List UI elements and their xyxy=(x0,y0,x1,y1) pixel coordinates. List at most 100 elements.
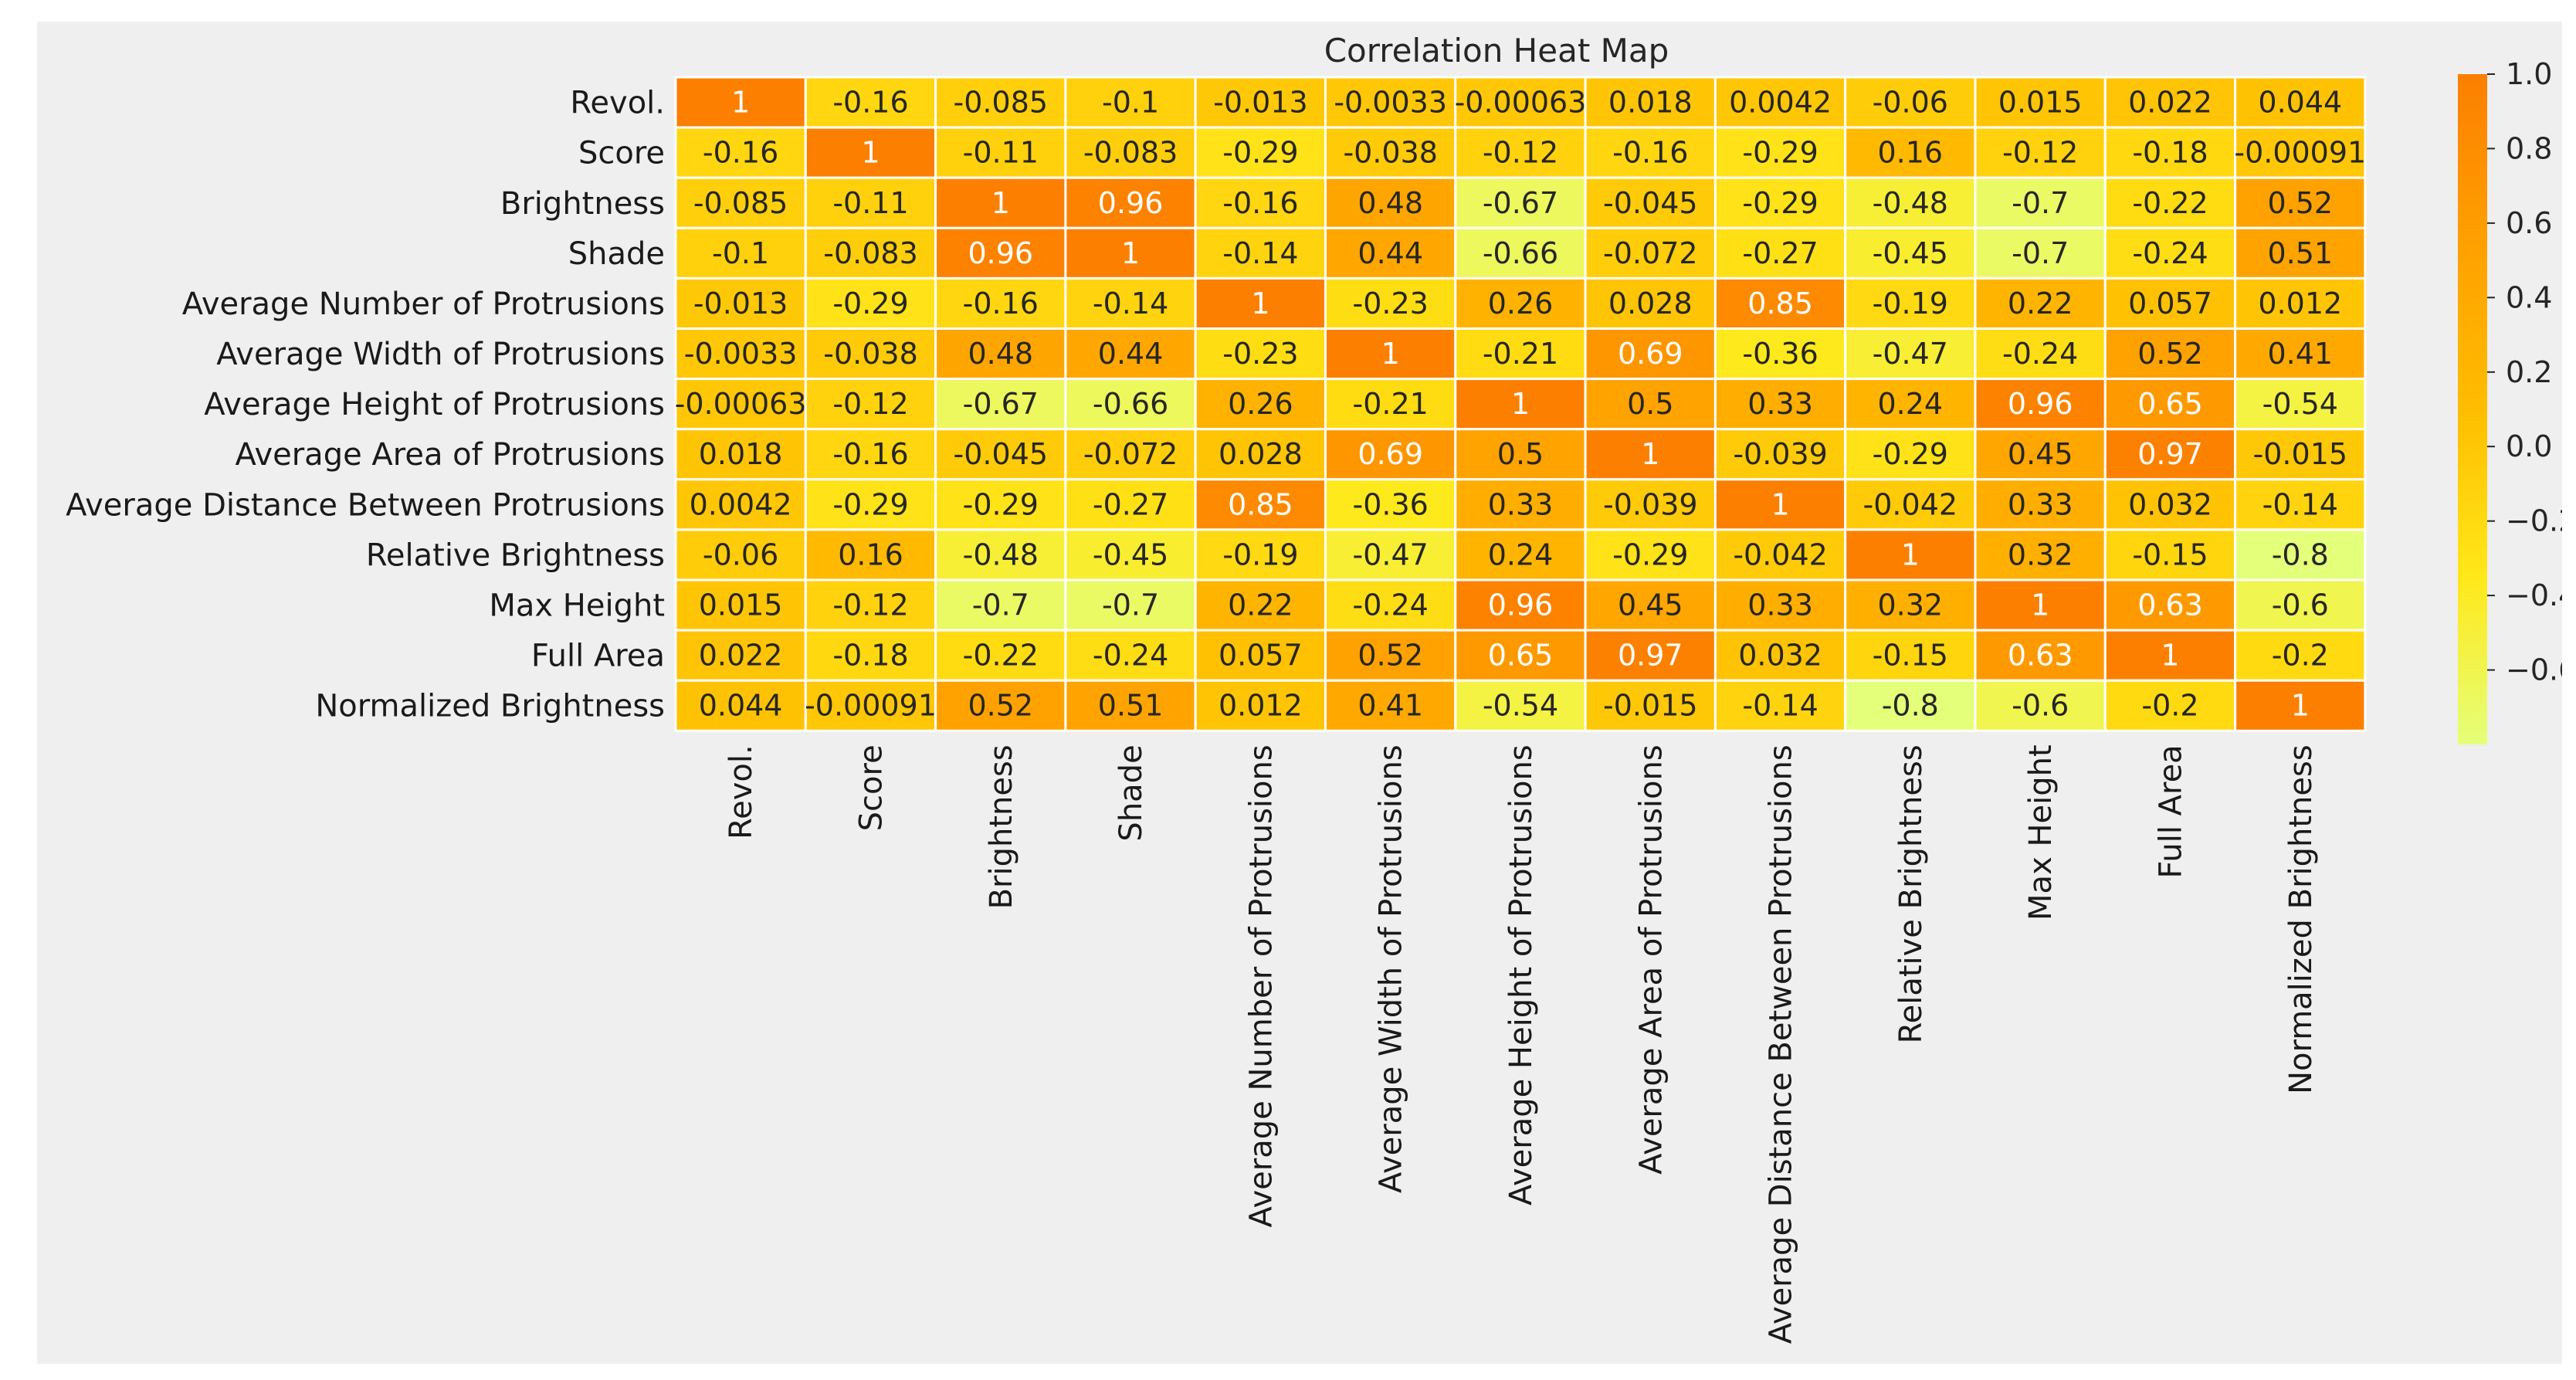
heatmap-cell xyxy=(1064,428,1197,481)
colorbar-tick-label: −0.2 xyxy=(2506,504,2562,538)
column-label: Score xyxy=(854,744,890,831)
row-label: Score xyxy=(578,136,665,171)
cell-value-label: -0.18 xyxy=(832,639,908,673)
row-label: Average Width of Protrusions xyxy=(216,337,665,372)
cell-value-label: -0.072 xyxy=(1083,437,1178,471)
heatmap-cell xyxy=(1584,478,1717,531)
cell-value-label: -0.6 xyxy=(2012,689,2069,723)
cell-value-label: 0.032 xyxy=(2128,487,2212,521)
cell-value-label: -0.1 xyxy=(712,236,769,270)
colorbar-tick-label: −0.6 xyxy=(2506,653,2562,687)
heatmap-cell xyxy=(674,76,807,129)
cell-value-label: 0.5 xyxy=(1497,437,1544,471)
heatmap-cell xyxy=(1844,327,1977,381)
heatmap-cell xyxy=(2103,428,2237,481)
cell-value-label: 0.057 xyxy=(1219,639,1303,673)
cell-value-label: -0.015 xyxy=(1603,689,1698,723)
cell-value-label: -0.14 xyxy=(1222,236,1298,270)
heatmap-cell xyxy=(1844,126,1977,179)
row-label: Average Area of Protrusions xyxy=(235,437,665,473)
cell-value-label: -0.14 xyxy=(1093,287,1168,320)
heatmap-cell xyxy=(674,578,807,632)
heatmap-cell xyxy=(804,76,937,129)
cell-value-label: 1 xyxy=(1381,337,1400,371)
heatmap-cell xyxy=(2103,578,2237,632)
cell-value-label: -0.045 xyxy=(1603,186,1698,220)
cell-value-label: 0.022 xyxy=(2128,86,2212,120)
cell-value-label: 0.044 xyxy=(2258,86,2342,120)
heatmap-cell xyxy=(1844,176,1977,229)
heatmap-cell xyxy=(1064,478,1197,531)
cell-value-label: -0.12 xyxy=(1483,136,1558,170)
cell-value-label: -0.36 xyxy=(1742,337,1818,371)
cell-value-label: -0.16 xyxy=(832,86,908,120)
cell-value-label: 0.028 xyxy=(1219,437,1303,471)
heatmap-cell xyxy=(1974,176,2107,229)
cell-value-label: -0.66 xyxy=(1483,236,1558,270)
cell-value-label: 0.52 xyxy=(968,689,1033,723)
row-label: Brightness xyxy=(500,186,665,222)
cell-value-label: -0.16 xyxy=(832,437,908,471)
heatmap-cell xyxy=(1584,428,1717,481)
cell-value-label: -0.16 xyxy=(963,287,1039,320)
cell-value-label: -0.8 xyxy=(1882,689,1939,723)
cell-value-label: -0.2 xyxy=(2272,639,2329,673)
heatmap-cell xyxy=(674,679,807,732)
cell-value-label: -0.27 xyxy=(1093,487,1168,521)
heatmap-cell xyxy=(1584,679,1717,732)
cell-value-label: 0.022 xyxy=(699,639,783,673)
heatmap-cell xyxy=(674,378,807,431)
cell-value-label: 0.96 xyxy=(968,236,1033,270)
heatmap-cell xyxy=(934,378,1067,431)
cell-value-label: 0.26 xyxy=(1488,287,1554,320)
cell-value-label: 0.24 xyxy=(1877,387,1943,421)
heatmap-cell xyxy=(804,629,937,682)
heatmap-cell xyxy=(1713,226,1847,280)
heatmap-cell xyxy=(2234,226,2367,280)
cell-value-label: -0.54 xyxy=(1483,689,1558,723)
row-label: Normalized Brightness xyxy=(315,689,665,724)
cell-value-label: -0.48 xyxy=(963,537,1039,571)
cell-value-label: 0.22 xyxy=(1228,588,1293,622)
heatmap-cell xyxy=(1713,378,1847,431)
cell-value-label: -0.1 xyxy=(1102,86,1159,120)
cell-value-label: -0.36 xyxy=(1353,487,1429,521)
row-label: Average Distance Between Protrusions xyxy=(66,487,665,523)
cell-value-label: -0.085 xyxy=(693,186,788,220)
cell-value-label: -0.47 xyxy=(1873,337,1948,371)
heatmap-cell xyxy=(2234,176,2367,229)
cell-value-label: 1 xyxy=(731,86,750,120)
cell-value-label: 0.032 xyxy=(1738,639,1822,673)
heatmap-cell xyxy=(2103,629,2237,682)
cell-value-label: 0.41 xyxy=(2267,337,2333,371)
row-label: Average Number of Protrusions xyxy=(182,287,665,322)
heatmap-cell xyxy=(1064,276,1197,330)
cell-value-label: 0.32 xyxy=(1877,588,1943,622)
cell-value-label: -0.29 xyxy=(1742,186,1818,220)
cell-value-label: 1 xyxy=(1251,287,1269,320)
cell-value-label: 0.52 xyxy=(2267,186,2333,220)
heatmap-cell xyxy=(2234,578,2367,632)
cell-value-label: -0.083 xyxy=(1083,136,1178,170)
heatmap-cell xyxy=(934,176,1067,229)
column-label: Revol. xyxy=(724,744,759,839)
heatmap-cell xyxy=(1324,226,1457,280)
colorbar-tick-label: −0.4 xyxy=(2506,578,2562,612)
heatmap-cell xyxy=(1064,528,1197,581)
heatmap-cell xyxy=(1844,76,1977,129)
cell-value-label: 0.26 xyxy=(1228,387,1293,421)
cell-value-label: 0.63 xyxy=(2137,588,2203,622)
figure-background: Correlation Heat Map 1 -0.16 -0.085 -0.1 -0.… xyxy=(37,22,2562,1364)
cell-value-label: 0.52 xyxy=(2137,337,2203,371)
row-label: Relative Brightness xyxy=(366,537,665,573)
cell-value-label: 0.97 xyxy=(2137,437,2203,471)
heatmap-cell xyxy=(934,226,1067,280)
cell-value-label: -0.24 xyxy=(1093,639,1168,673)
cell-value-label: 0.44 xyxy=(1357,236,1423,270)
row-label: Revol. xyxy=(570,86,665,121)
cell-value-label: -0.27 xyxy=(1742,236,1818,270)
cell-value-label: -0.15 xyxy=(2132,537,2208,571)
heatmap-cell xyxy=(1064,679,1197,732)
cell-value-label: -0.23 xyxy=(1222,337,1298,371)
cell-value-label: 1 xyxy=(991,186,1010,220)
